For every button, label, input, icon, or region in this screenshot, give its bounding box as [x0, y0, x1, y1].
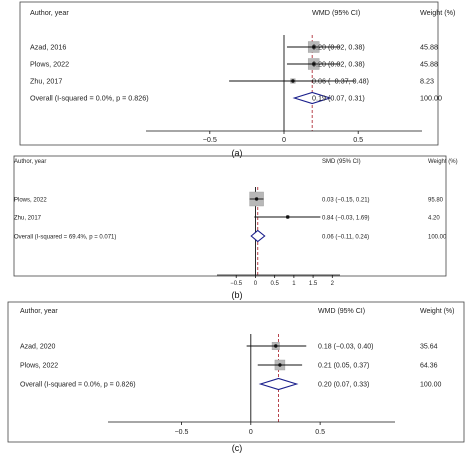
- overall-label: Overall (I-squared = 69.4%, p = 0.071): [14, 235, 116, 241]
- x-tick-label: −0.5: [230, 281, 243, 287]
- point-estimate: [278, 363, 282, 367]
- pooled-diamond: [258, 377, 299, 391]
- x-tick-label: 1.5: [309, 281, 318, 287]
- study-ci: 0.84 (−0.03, 1.69): [322, 216, 370, 222]
- header-study: Author, year: [30, 8, 69, 17]
- panel-label: (a): [232, 148, 243, 158]
- point-estimate: [311, 45, 316, 49]
- study-weight: 8.23: [420, 77, 434, 86]
- x-tick-label: −0.5: [175, 429, 189, 436]
- study-ci: 0.18 (−0.03, 0.40): [318, 344, 373, 351]
- study-ci: 0.21 (0.05, 0.37): [318, 363, 369, 370]
- x-tick-label: 0: [254, 281, 258, 287]
- panel-label: (b): [232, 290, 243, 300]
- x-tick-label: 0.5: [315, 429, 325, 436]
- point-estimate: [291, 79, 295, 83]
- header-weight: Weight (%): [420, 308, 455, 315]
- study-name: Zhu, 2017: [14, 216, 42, 222]
- study-weight: 95.80: [428, 198, 444, 204]
- x-tick-label: −0.5: [203, 135, 217, 144]
- study-name: Plows, 2022: [14, 198, 47, 204]
- study-name: Azad, 2016: [30, 43, 66, 52]
- overall-ci: 0.19 (0.07, 0.31): [312, 94, 365, 103]
- header-effect: WMD (95% CI): [318, 308, 365, 315]
- overall-label: Overall (I-squared = 0.0%, p = 0.826): [30, 94, 149, 103]
- study-name: Azad, 2020: [20, 344, 56, 351]
- x-tick-label: 0.5: [353, 135, 363, 144]
- x-tick-label: 0: [282, 135, 286, 144]
- x-tick-label: 0: [249, 429, 253, 436]
- study-weight: 45.88: [420, 43, 438, 52]
- point-estimate: [254, 197, 259, 201]
- study-ci: 0.06 (−0.37, 0.48): [312, 77, 369, 86]
- x-tick-label: 2: [331, 281, 335, 287]
- panel-frame: [19, 1, 439, 146]
- study-weight: 45.88: [420, 60, 438, 69]
- study-ci: 0.20 (0.02, 0.38): [312, 60, 365, 69]
- overall-weight: 100.00: [428, 235, 447, 241]
- panel-label: (c): [232, 443, 243, 453]
- study-name: Zhu, 2017: [30, 77, 62, 86]
- panel-frame: [13, 155, 447, 277]
- pooled-diamond: [250, 229, 266, 243]
- overall-weight: 100.00: [420, 94, 442, 103]
- overall-weight: 100.00: [420, 382, 442, 389]
- point-estimate: [286, 215, 290, 219]
- study-weight: 4.20: [428, 216, 440, 222]
- header-weight: Weight (%): [420, 8, 455, 17]
- study-weight: 35.64: [420, 344, 438, 351]
- header-study: Author, year: [20, 308, 58, 315]
- x-tick-label: 0.5: [270, 281, 279, 287]
- study-weight: 64.36: [420, 363, 438, 370]
- point-estimate: [311, 62, 316, 66]
- overall-label: Overall (I-squared = 0.0%, p = 0.826): [20, 382, 136, 389]
- study-ci: 0.20 (0.02, 0.38): [312, 43, 365, 52]
- overall-ci: 0.20 (0.07, 0.33): [318, 382, 369, 389]
- point-estimate: [274, 344, 278, 348]
- header-effect: SMD (95% CI): [322, 159, 361, 165]
- x-tick-label: 1: [292, 281, 296, 287]
- study-name: Plows, 2022: [30, 60, 69, 69]
- overall-ci: 0.06 (−0.11, 0.24): [322, 235, 369, 241]
- study-name: Plows, 2022: [20, 363, 58, 370]
- header-weight: Weight (%): [428, 159, 458, 165]
- panel-frame: [7, 301, 465, 443]
- pooled-diamond: [292, 91, 332, 105]
- header-effect: WMD (95% CI): [312, 8, 360, 17]
- study-ci: 0.03 (−0.15, 0.21): [322, 198, 370, 204]
- header-study: Author, year: [14, 159, 46, 165]
